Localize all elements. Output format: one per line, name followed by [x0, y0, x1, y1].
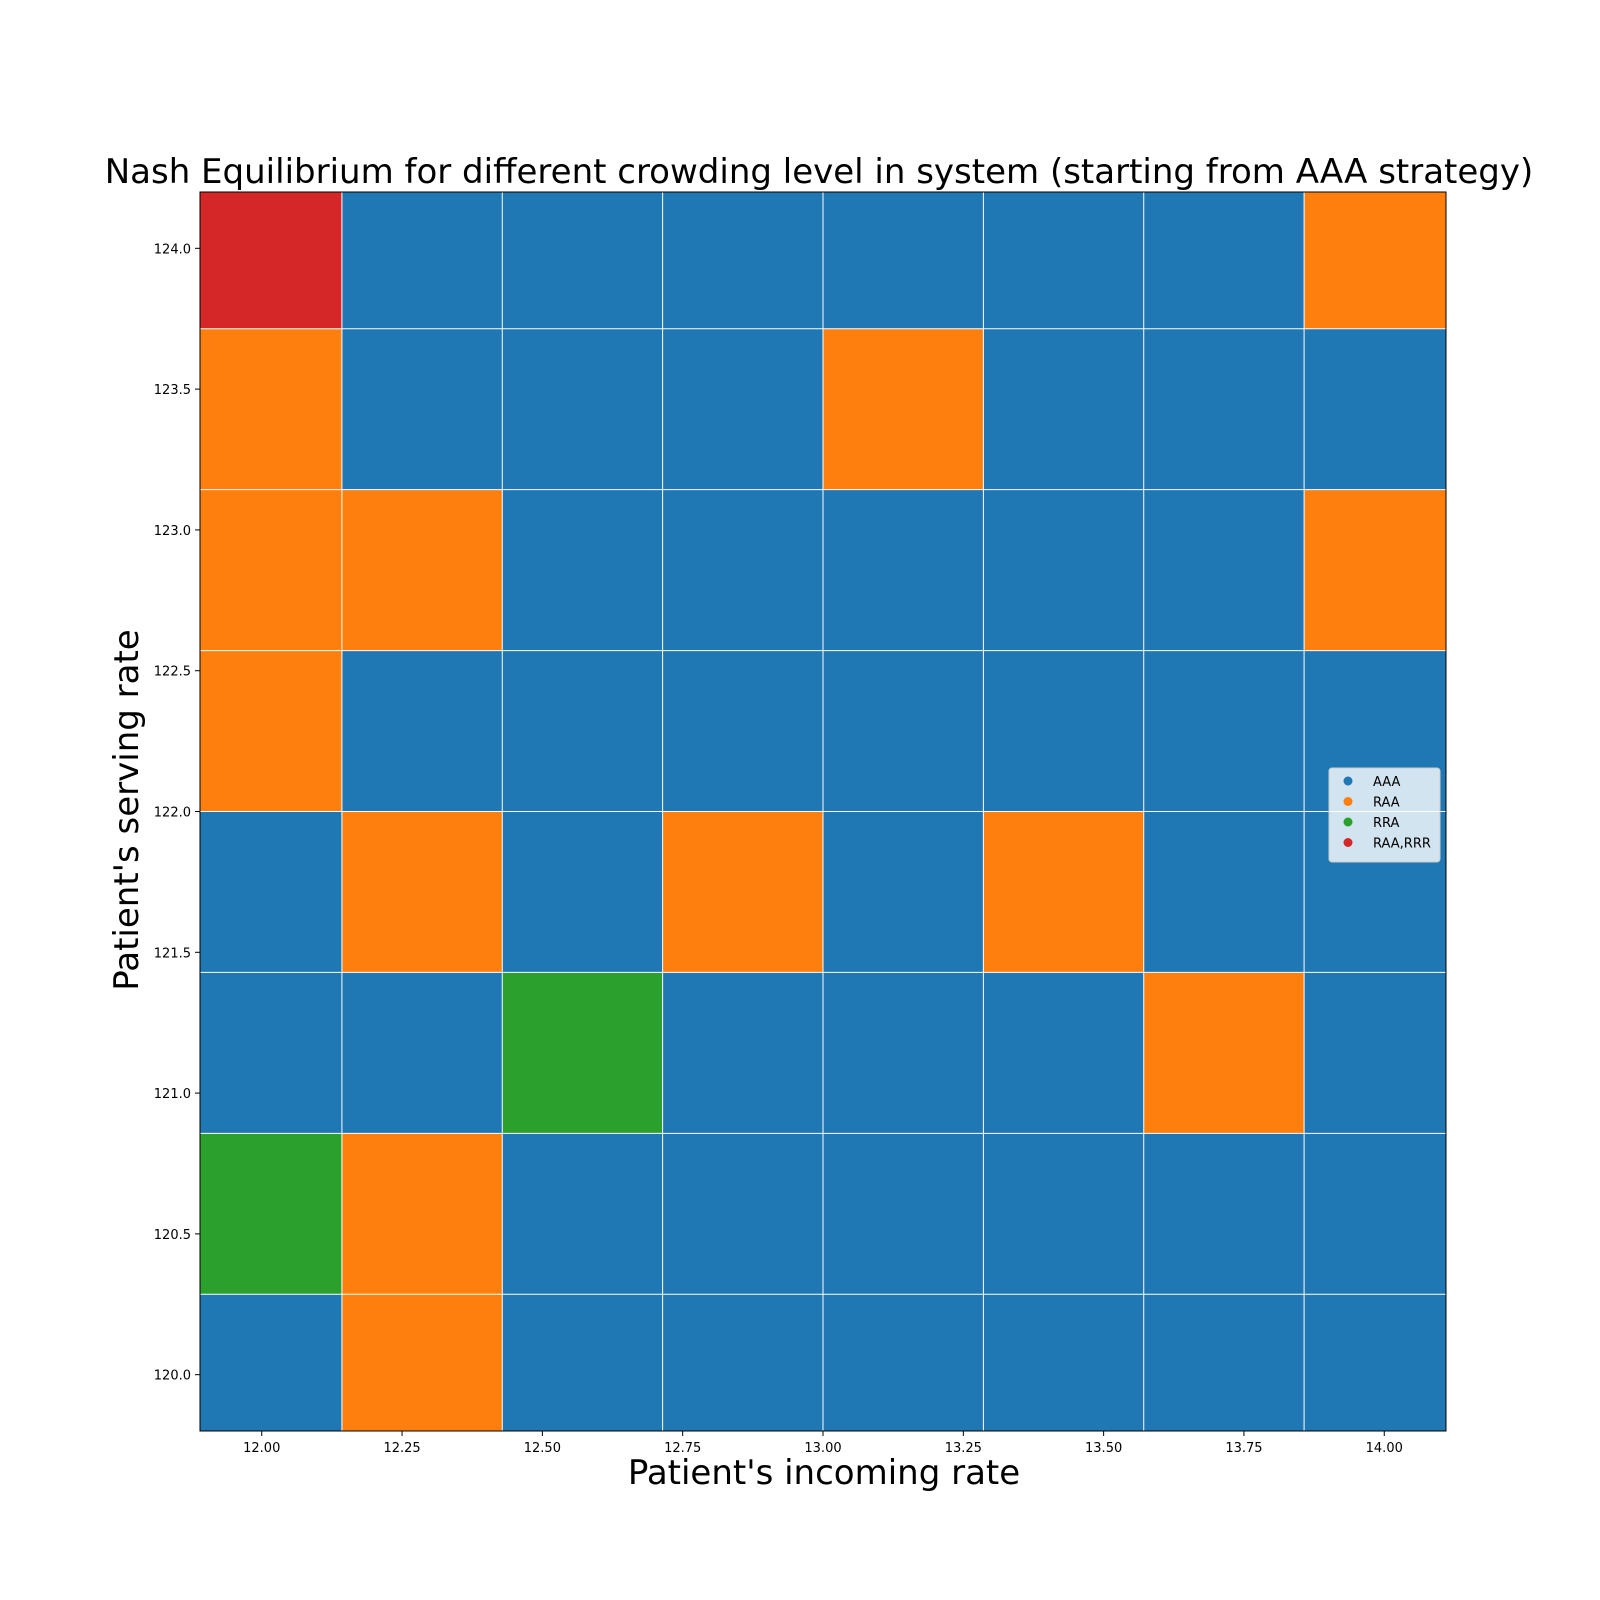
legend: AAA RAA RRA RAA,RRR [1328, 767, 1441, 863]
heatmap-cell [662, 650, 823, 812]
heatmap-cell [662, 1133, 823, 1295]
heatmap-cell [1143, 972, 1305, 1134]
heatmap-cell [341, 489, 503, 651]
heatmap-cell [1143, 1133, 1305, 1295]
legend-label: RAA,RRR [1373, 837, 1431, 852]
heatmap-cell [1143, 1294, 1305, 1431]
heatmap-cell [502, 1133, 663, 1295]
heatmap-cell [341, 811, 503, 973]
y-tick-label: 124.0 [154, 242, 191, 257]
heatmap-cell [823, 811, 984, 973]
heatmap-cell [983, 972, 1144, 1134]
heatmap-cell [200, 192, 342, 329]
heatmap-cell [983, 1133, 1144, 1295]
y-tick-label: 123.0 [154, 524, 191, 539]
heatmap-cell [823, 972, 984, 1134]
heatmap-cell [983, 650, 1144, 812]
heatmap-cell [502, 192, 663, 329]
heatmap-cell [1304, 1133, 1446, 1295]
heatmap-cell [502, 1294, 663, 1431]
heatmap-cell [662, 489, 823, 651]
x-tick-label: 13.00 [804, 1441, 841, 1456]
legend-box [1328, 767, 1441, 863]
legend-label: RAA [1373, 796, 1400, 811]
heatmap-cell [983, 811, 1144, 973]
x-tick-label: 12.25 [383, 1441, 420, 1456]
y-tick-label: 120.5 [154, 1228, 191, 1243]
legend-marker [1343, 776, 1353, 786]
heatmap-cell [341, 1133, 503, 1295]
heatmap-cell [1304, 972, 1446, 1134]
legend-marker [1343, 838, 1353, 847]
heatmap-cell [823, 489, 984, 651]
heatmap-cell [662, 192, 823, 329]
heatmap-cell [1143, 811, 1305, 973]
heatmap-cell [823, 1294, 984, 1431]
heatmap-cell [502, 811, 663, 973]
heatmap-cell [200, 650, 342, 812]
legend-label: AAA [1373, 775, 1401, 790]
heatmap-cell [1143, 192, 1305, 329]
x-tick-label: 12.00 [243, 1441, 280, 1456]
heatmap-cell [341, 328, 503, 490]
x-tick-label: 13.50 [1085, 1441, 1122, 1456]
heatmap-cell [1143, 489, 1305, 651]
y-tick-label: 122.0 [154, 806, 191, 821]
heatmap-cell [983, 489, 1144, 651]
heatmap-cell [1304, 489, 1446, 651]
x-axis-ticks: 12.00 12.25 12.50 12.75 13.00 13.25 13.50 13.75… [243, 1431, 1403, 1456]
legend-label: RRA [1373, 816, 1400, 831]
legend-marker [1343, 797, 1353, 806]
legend-marker [1343, 817, 1353, 827]
x-tick-label: 12.50 [524, 1441, 561, 1456]
y-axis-ticks: 120.0 120.5 121.0 121.5 122.0 122.5 123.0 123.5… [154, 242, 200, 1384]
heatmap-cell [1304, 192, 1446, 329]
heatmap-cell [502, 972, 663, 1134]
heatmap-cell [662, 1294, 823, 1431]
heatmap-cell [200, 972, 342, 1134]
heatmap-cell [341, 972, 503, 1134]
heatmap-cell [823, 192, 984, 329]
heatmap-cell [983, 1294, 1144, 1431]
heatmap-cell [823, 650, 984, 812]
heatmap-cell [823, 328, 984, 490]
cell-borders [200, 192, 1446, 1431]
y-tick-label: 120.0 [154, 1369, 191, 1384]
y-tick-label: 121.5 [154, 946, 191, 961]
heatmap-cell [200, 328, 342, 490]
heatmap-cell [200, 1133, 342, 1295]
x-tick-label: 13.75 [1225, 1441, 1262, 1456]
chart-title: Nash Equilibrium for different crowding … [105, 152, 1534, 192]
heatmap-cell [662, 328, 823, 490]
heatmap-cell [341, 192, 503, 329]
heatmap-cell [200, 1294, 342, 1431]
heatmap-cell [200, 811, 342, 973]
y-tick-label: 122.5 [154, 665, 191, 680]
heatmap-cells [200, 192, 1446, 1431]
x-tick-label: 12.75 [664, 1441, 701, 1456]
heatmap-cell [823, 1133, 984, 1295]
heatmap-cell [1304, 1294, 1446, 1431]
heatmap-cell [1143, 650, 1305, 812]
y-tick-label: 123.5 [154, 383, 191, 398]
heatmap-cell [502, 328, 663, 490]
x-axis-label: Patient's incoming rate [628, 1453, 1020, 1493]
x-tick-label: 14.00 [1366, 1441, 1403, 1456]
heatmap-cell [1143, 328, 1305, 490]
heatmap-cell [200, 489, 342, 651]
x-tick-label: 13.25 [945, 1441, 982, 1456]
heatmap-cell [502, 650, 663, 812]
heatmap-cell [341, 1294, 503, 1431]
heatmap-cell [662, 972, 823, 1134]
heatmap-cell [662, 811, 823, 973]
heatmap-cell [341, 650, 503, 812]
y-tick-label: 121.0 [154, 1087, 191, 1102]
heatmap-cell [1304, 328, 1446, 490]
heatmap-cell [983, 328, 1144, 490]
y-axis-label: Patient's serving rate [107, 629, 147, 990]
heatmap-cell [502, 489, 663, 651]
heatmap-cell [983, 192, 1144, 329]
